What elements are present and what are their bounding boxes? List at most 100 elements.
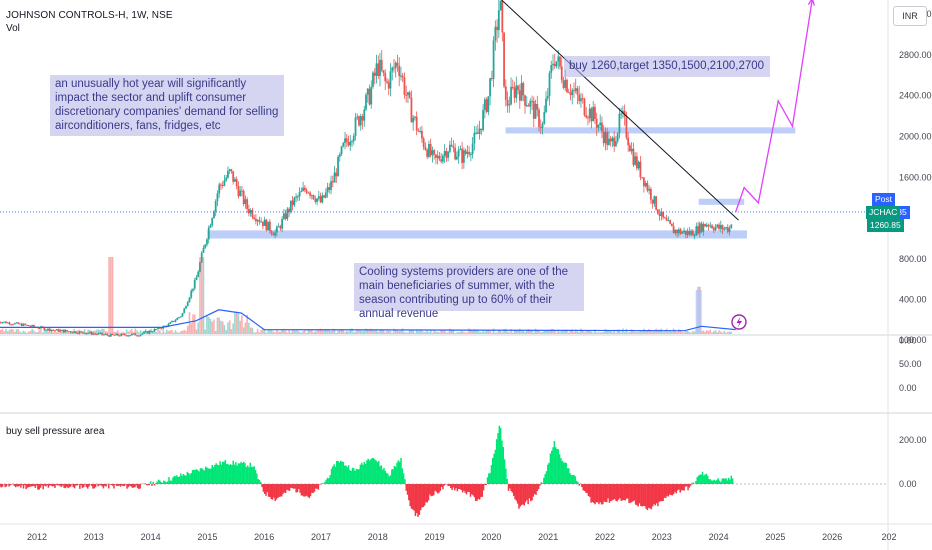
pressure-bar: [716, 479, 718, 484]
candle-body: [602, 131, 605, 144]
candle-body: [54, 330, 56, 332]
pressure-bar: [460, 484, 463, 491]
pressure-bar: [700, 474, 702, 484]
bolt-icon[interactable]: [731, 314, 747, 330]
pressure-bar: [218, 465, 220, 484]
pressure-bar: [692, 482, 695, 484]
annotation-note[interactable]: an unusually hot year will significantly…: [50, 75, 284, 136]
candle-body: [125, 335, 128, 337]
pressure-bar: [30, 484, 33, 487]
candle-body: [718, 224, 720, 229]
pressure-bar: [295, 484, 297, 493]
pressure-bar: [471, 484, 473, 495]
candle-body: [443, 150, 446, 156]
pressure-bar: [443, 484, 446, 486]
volume-bar: [125, 329, 128, 334]
volume-bar: [0, 330, 2, 334]
candle-body: [363, 109, 366, 121]
candle-body: [546, 95, 549, 99]
candle-body: [548, 72, 551, 96]
volume-bar: [309, 329, 311, 334]
volume-bar: [10, 328, 13, 334]
pressure-bar: [324, 481, 326, 484]
candle-body: [658, 213, 661, 216]
candle-body: [88, 331, 91, 334]
pressure-bar: [128, 484, 131, 486]
volume-bar: [202, 257, 205, 334]
volume-bar: [295, 330, 297, 334]
pressure-bar: [489, 472, 491, 484]
pressure-bar: [358, 469, 360, 484]
volume-bar: [199, 257, 201, 334]
pressure-bar: [249, 462, 252, 484]
pressure-bar: [5, 484, 8, 487]
chart-title[interactable]: JOHNSON CONTROLS-H, 1W, NSE: [6, 10, 173, 21]
pressure-bar: [476, 484, 478, 501]
candle-body: [160, 328, 163, 330]
pressure-bar: [16, 484, 18, 487]
candle-body: [289, 200, 292, 213]
candle-body: [47, 328, 49, 330]
pressure-bar: [18, 484, 21, 486]
volume-bar: [337, 330, 339, 334]
candle-body: [637, 161, 640, 169]
volume-bar: [391, 332, 394, 334]
annotation-note[interactable]: buy 1260,target 1350,1500,2100,2700: [564, 56, 770, 77]
volume-bar: [17, 329, 20, 334]
candle-body: [254, 218, 257, 222]
volume-bar: [113, 331, 116, 334]
pressure-bar: [704, 474, 706, 484]
volume-label[interactable]: Vol: [6, 23, 20, 34]
candle-body: [120, 333, 123, 336]
currency-selector[interactable]: INR: [893, 6, 927, 26]
volume-bar: [92, 330, 95, 334]
candle-body: [611, 137, 614, 142]
pressure-bar: [51, 484, 54, 487]
pressure-bar: [659, 484, 662, 502]
indicator-title[interactable]: buy sell pressure area: [6, 426, 105, 437]
volume-bar: [380, 328, 383, 334]
volume-bar: [449, 328, 451, 334]
volume-bar: [331, 328, 334, 334]
volume-bar: [485, 330, 488, 334]
candle-body: [249, 210, 252, 214]
candle-body: [291, 200, 294, 206]
pressure-bar: [686, 484, 688, 487]
pressure-bar: [130, 484, 132, 487]
pressure-bar: [359, 464, 362, 484]
pressure-bar: [515, 484, 518, 501]
volume-bar: [428, 332, 430, 334]
volume-bar: [277, 331, 280, 334]
candle-body: [27, 324, 30, 326]
volume-bar: [20, 332, 23, 334]
pressure-bar: [81, 484, 84, 489]
annotation-note[interactable]: Cooling systems providers are one of the…: [354, 263, 584, 320]
candle-body: [246, 199, 249, 209]
candle-body: [412, 117, 415, 123]
pressure-bar: [410, 484, 413, 509]
volume-bar: [452, 330, 455, 334]
candle-body: [644, 183, 647, 187]
candle-body: [529, 100, 532, 107]
pressure-bar: [415, 484, 418, 514]
pressure-bar: [647, 484, 650, 508]
volume-bar: [204, 329, 207, 334]
resistance-trendline: [500, 0, 739, 221]
candle-body: [214, 200, 217, 212]
pressure-bar: [236, 465, 238, 484]
candle-body: [141, 333, 144, 335]
candle-body: [407, 92, 409, 96]
pressure-bar: [58, 484, 60, 486]
pressure-bar: [89, 484, 92, 485]
candle-body: [186, 301, 189, 307]
candle-body: [539, 127, 542, 129]
pressure-bar: [425, 484, 427, 503]
pressure-bar: [607, 484, 609, 499]
volume-bar: [286, 332, 289, 334]
pressure-bar: [703, 475, 705, 484]
candle-body: [670, 223, 673, 227]
pressure-bar: [127, 484, 130, 488]
volume-tick-label: 0.00: [899, 383, 917, 393]
pressure-bar: [263, 484, 266, 494]
pressure-bar: [516, 484, 519, 504]
